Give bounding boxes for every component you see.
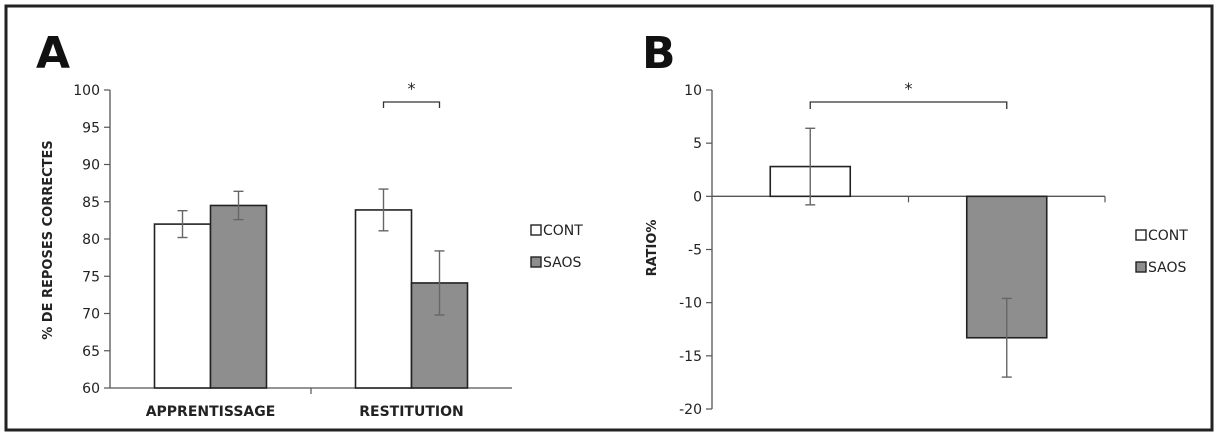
panel-a-bar-cont [354,209,413,389]
panel-b-legend-swatch-cont [1135,229,1147,241]
panel-b: -20 -15 -10 -5 0 5 10 * CONT SAOS [679,79,1188,418]
panel-b-legend-label-cont: CONT [1148,228,1188,244]
panel-a: 60 65 70 75 80 85 90 95 100 APPRENTISSAGE RESTITUT… [73,79,583,420]
panel-b-y-tick-label: 0 [693,189,702,205]
panel-a-significance-bracket [382,101,441,108]
panel-a-category-label: APPRENTISSAGE [146,404,276,420]
panel-a-bar-saos [209,204,268,389]
panel-a-y-tick-label: 80 [82,232,100,248]
panel-b-ylabel: RATIO% [645,220,660,277]
panel-a-y-tick-label: 100 [73,83,100,99]
panel-a-legend-label-saos: SAOS [543,255,581,271]
panel-b-y-tick-label: -10 [679,296,702,312]
panel-b-y-tick-label: -20 [679,402,702,418]
panel-a-letter: A [36,28,70,79]
panel-a-y-tick-label: 75 [82,269,100,285]
panel-b-significance-bracket [809,101,1008,109]
figure-frame [4,4,1214,432]
panel-a-legend-swatch-cont [530,224,542,236]
panel-a-y-tick-label: 85 [82,195,100,211]
panel-a-legend-label-cont: CONT [543,223,583,239]
panel-b-legend-swatch-saos [1135,261,1147,273]
panel-a-legend-swatch-saos [530,256,542,268]
panel-a-y-tick-label: 70 [82,307,100,323]
panel-a-y-tick-label: 95 [82,120,100,136]
panel-b-letter: B [642,28,676,79]
panel-a-y-tick-label: 90 [82,158,100,174]
panel-a-y-tick-label: 60 [82,381,100,397]
panel-b-y-tick-label: 10 [684,83,702,99]
panel-a-category-label: RESTITUTION [359,404,463,420]
panel-a-y-tick-label: 65 [82,344,100,360]
panel-b-y-tick-label: -5 [688,243,702,259]
panel-a-bar-cont [153,223,212,389]
panel-b-y-tick-label: 5 [693,136,702,152]
panel-a-significance-star: * [408,79,416,98]
panel-b-significance-star: * [905,79,913,98]
panel-b-legend-label-saos: SAOS [1148,260,1186,276]
panel-a-ylabel: % DE REPOSES CORRECTES [41,140,56,340]
panel-b-y-tick-label: -15 [679,349,702,365]
